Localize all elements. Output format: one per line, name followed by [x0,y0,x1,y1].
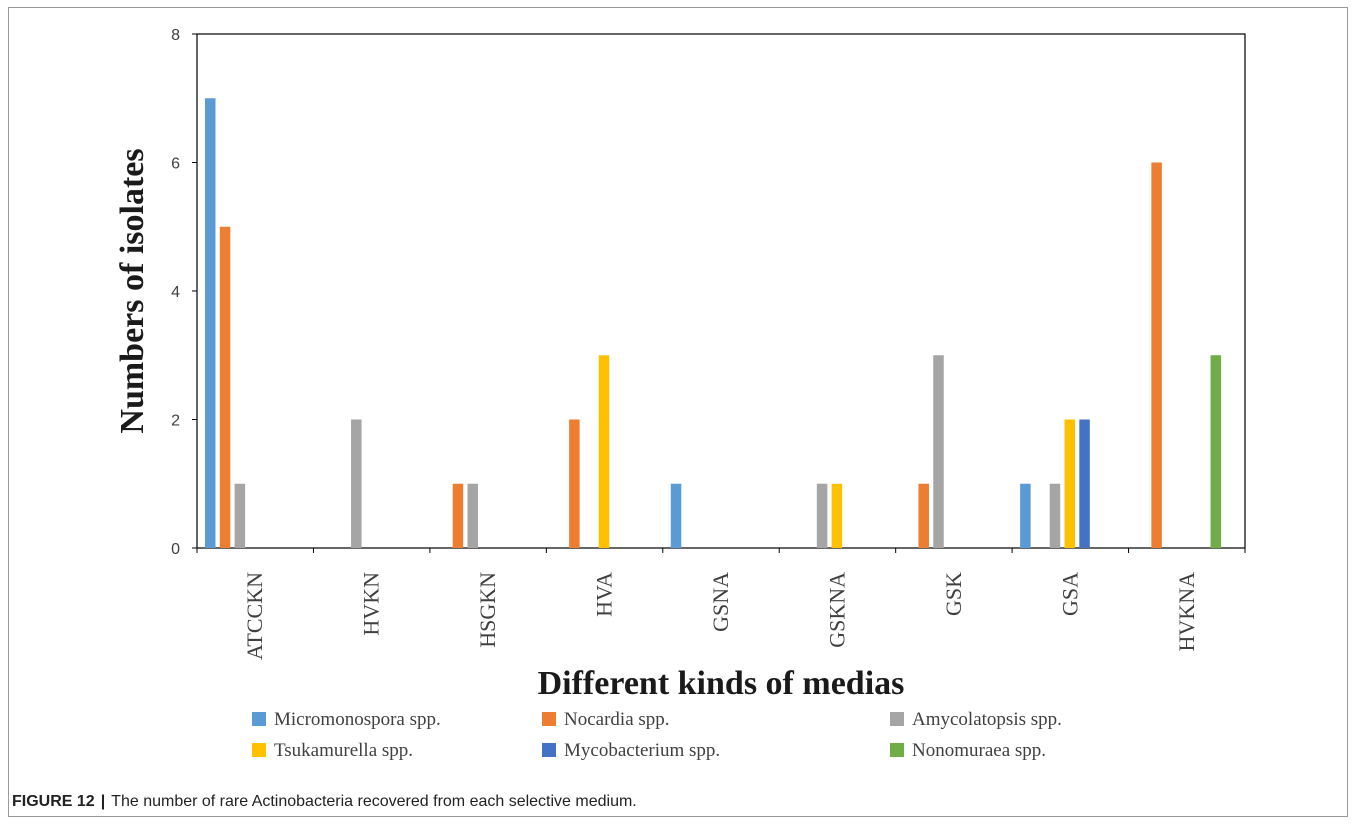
bar [219,226,231,548]
y-tick-label: 0 [171,541,180,558]
bar [1020,483,1031,548]
bar [452,483,464,548]
bar [351,419,362,548]
y-tick-label: 2 [171,413,180,430]
x-tick-label: GSA [1057,572,1082,616]
legend-swatch [252,712,266,726]
bar [569,419,580,548]
bar [1210,355,1222,548]
legend-swatch [252,743,266,757]
bar [598,355,610,548]
legend-label: Micromonospora spp. [274,709,441,730]
legend-swatch [542,712,556,726]
legend-swatch [542,743,556,757]
x-tick-label: GSK [941,572,966,616]
legend-label: Tsukamurella spp. [274,740,413,761]
bar [670,483,682,548]
x-tick-label: HVA [592,572,617,617]
x-tick-label: GSKNA [824,572,849,648]
y-tick-label: 6 [171,156,180,173]
x-axis-title: Different kinds of medias [538,665,905,702]
y-tick-label: 4 [171,284,180,301]
bar [205,98,216,548]
x-tick-label: HVKNA [1174,572,1199,652]
bar [1079,419,1090,548]
bar-chart: 0 2 4 6 8 ATCCKN HVKN HSGKN HVA GSNA GSKNA GSK GSA HV… [114,27,1246,761]
legend-label: Mycobacterium spp. [564,740,720,761]
bar [933,355,944,548]
legend-swatch [890,743,904,757]
bar [467,483,478,548]
x-tick-label: ATCCKN [242,572,267,660]
caption-text: The number of rare Actinobacteria recove… [111,793,637,810]
bar [1049,483,1061,548]
y-axis-title: Numbers of isolates [114,148,151,433]
x-tick-label: GSNA [708,572,733,632]
figure-caption: FIGURE 12 | The number of rare Actinobacte… [12,793,637,811]
bar [1151,162,1162,548]
legend-label: Nonomuraea spp. [912,740,1046,761]
x-tick-label: HVKN [359,572,384,636]
bar [816,483,828,548]
legend-label: Amycolatopsis spp. [912,709,1062,730]
caption-label: FIGURE 12 [12,793,95,810]
bar [918,483,929,548]
legend-label: Nocardia spp. [564,709,670,730]
bar [1064,419,1076,548]
y-tick-label: 8 [171,27,180,44]
legend-swatch [890,712,904,726]
bar [831,483,843,548]
x-tick-label: HSGKN [475,572,500,648]
caption-separator: | [100,793,106,810]
bar [234,483,246,548]
figure-frame [8,7,1348,817]
